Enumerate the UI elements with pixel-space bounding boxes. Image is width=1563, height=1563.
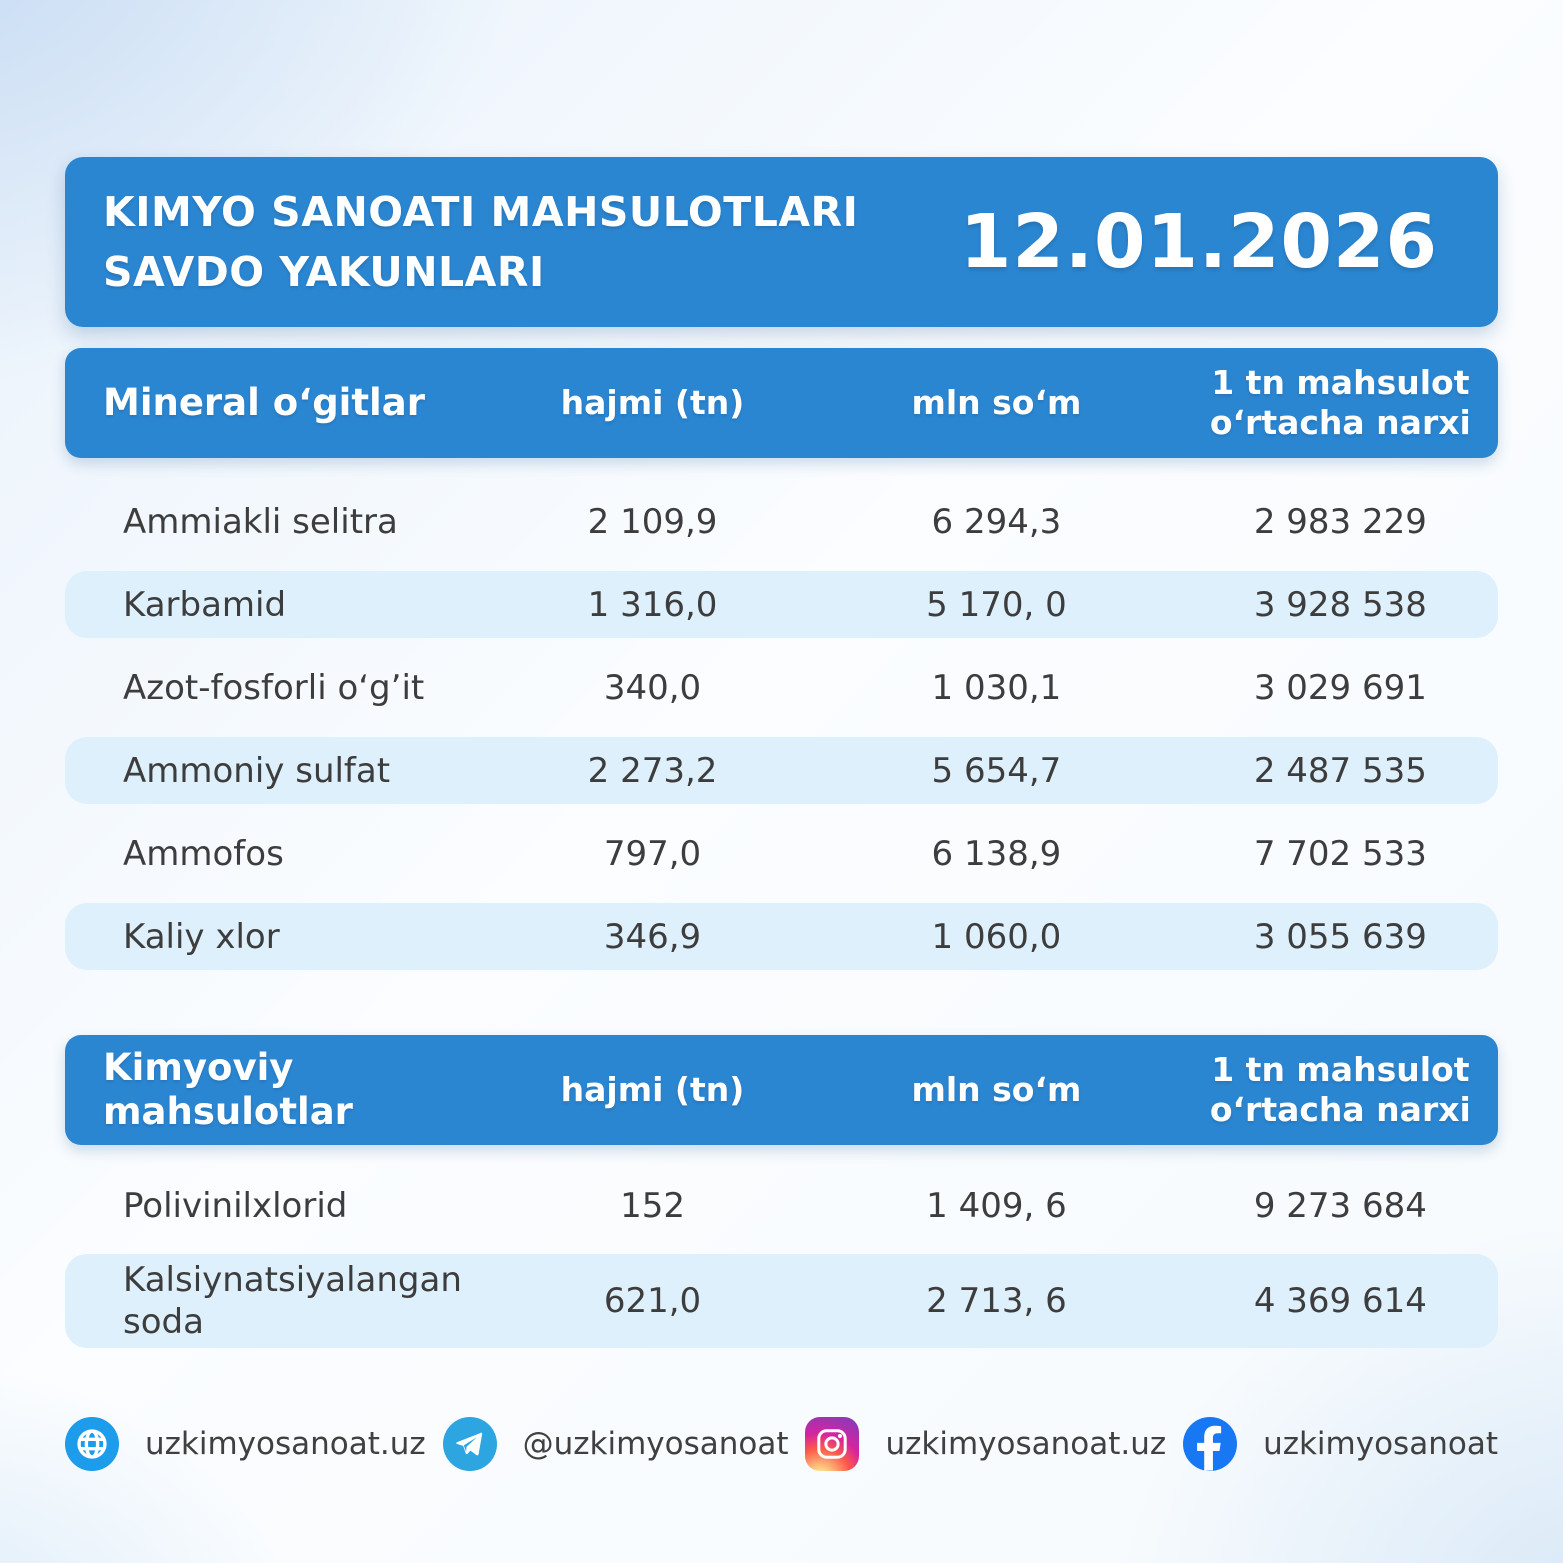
table-row: Ammiakli selitra 2 109,9 6 294,3 2 983 2… bbox=[65, 480, 1498, 563]
volume-cell: 340,0 bbox=[603, 667, 702, 708]
column-header-price-line1: 1 tn mahsulot bbox=[1211, 1050, 1470, 1089]
facebook-link[interactable]: uzkimyosanoat bbox=[1183, 1417, 1498, 1471]
column-header-price: 1 tn mahsulot oʻrtacha narxi bbox=[1183, 363, 1498, 443]
column-header-volume: hajmi (tn) bbox=[560, 1070, 745, 1109]
volume-cell: 2 273,2 bbox=[587, 750, 718, 791]
page-title-line2: SAVDO YAKUNLARI bbox=[103, 248, 545, 296]
column-header-price-line2: oʻrtacha narxi bbox=[1209, 1090, 1471, 1129]
product-name-cell: Karbamid bbox=[123, 584, 287, 625]
chemical-table-body: Polivinilxlorid 152 1 409, 6 9 273 684 K… bbox=[65, 1162, 1498, 1352]
header-banner: KIMYO SANOATI MAHSULOTLARI SAVDO YAKUNLA… bbox=[65, 157, 1498, 327]
amount-cell: 5 170, 0 bbox=[926, 584, 1067, 625]
footer-social-bar: uzkimyosanoat.uz @uzkimyosanoat uzkimyos… bbox=[65, 1404, 1498, 1484]
mineral-table-title-line1: Mineral oʻgitlar bbox=[103, 381, 425, 424]
column-header-price-line2: oʻrtacha narxi bbox=[1209, 403, 1471, 442]
product-name-cell: Azot-fosforli oʻg’it bbox=[123, 667, 425, 708]
price-cell: 3 928 538 bbox=[1253, 584, 1427, 625]
table-row: Polivinilxlorid 152 1 409, 6 9 273 684 bbox=[65, 1162, 1498, 1250]
table-row: Azot-fosforli oʻg’it 340,0 1 030,1 3 029… bbox=[65, 646, 1498, 729]
table-row: Ammofos 797,0 6 138,9 7 702 533 bbox=[65, 812, 1498, 895]
chemical-table-title-line2: mahsulotlar bbox=[103, 1090, 353, 1133]
page-title-line1: KIMYO SANOATI MAHSULOTLARI bbox=[103, 188, 859, 236]
instagram-link[interactable]: uzkimyosanoat.uz bbox=[805, 1417, 1166, 1471]
product-name-cell: Ammoniy sulfat bbox=[123, 750, 391, 791]
chemical-table-header: Kimyoviy mahsulotlar hajmi (tn) mln soʻm… bbox=[65, 1035, 1498, 1145]
report-date: 12.01.2026 bbox=[959, 199, 1438, 285]
price-cell: 2 983 229 bbox=[1253, 501, 1427, 542]
column-header-volume: hajmi (tn) bbox=[560, 383, 745, 422]
price-cell: 4 369 614 bbox=[1253, 1281, 1427, 1321]
product-name-cell: Ammofos bbox=[123, 833, 284, 874]
mineral-table-title: Mineral oʻgitlar bbox=[65, 381, 495, 425]
table-row: Kaliy xlor 346,9 1 060,0 3 055 639 bbox=[65, 895, 1498, 978]
table-row: Kalsiynatsiyalangan soda 621,0 2 713, 6 … bbox=[65, 1250, 1498, 1352]
amount-cell: 1 060,0 bbox=[931, 916, 1062, 957]
table-row: Ammoniy sulfat 2 273,2 5 654,7 2 487 535 bbox=[65, 729, 1498, 812]
product-name-cell: Ammiakli selitra bbox=[123, 501, 398, 542]
column-header-amount: mln soʻm bbox=[911, 1070, 1082, 1109]
volume-cell: 1 316,0 bbox=[587, 584, 718, 625]
volume-cell: 152 bbox=[620, 1186, 685, 1226]
telegram-link[interactable]: @uzkimyosanoat bbox=[442, 1417, 789, 1471]
amount-cell: 6 138,9 bbox=[931, 833, 1062, 874]
facebook-icon bbox=[1183, 1417, 1238, 1471]
price-cell: 7 702 533 bbox=[1253, 833, 1427, 874]
telegram-label: @uzkimyosanoat bbox=[522, 1426, 789, 1462]
amount-cell: 6 294,3 bbox=[931, 501, 1062, 542]
price-cell: 9 273 684 bbox=[1253, 1186, 1427, 1226]
price-cell: 2 487 535 bbox=[1253, 750, 1427, 791]
volume-cell: 797,0 bbox=[603, 833, 702, 874]
chemical-table-title-line1: Kimyoviy bbox=[103, 1046, 294, 1089]
product-name-cell: Kaliy xlor bbox=[123, 916, 280, 957]
product-name-cell: Kalsiynatsiyalangan soda bbox=[123, 1260, 462, 1342]
website-link[interactable]: uzkimyosanoat.uz bbox=[65, 1417, 426, 1471]
mineral-table-header: Mineral oʻgitlar hajmi (tn) mln soʻm 1 t… bbox=[65, 348, 1498, 458]
facebook-label: uzkimyosanoat bbox=[1263, 1426, 1498, 1462]
table-row: Karbamid 1 316,0 5 170, 0 3 928 538 bbox=[65, 563, 1498, 646]
price-cell: 3 029 691 bbox=[1253, 667, 1427, 708]
amount-cell: 1 030,1 bbox=[931, 667, 1062, 708]
volume-cell: 621,0 bbox=[603, 1281, 702, 1321]
price-cell: 3 055 639 bbox=[1253, 916, 1427, 957]
amount-cell: 1 409, 6 bbox=[926, 1186, 1067, 1226]
chemical-table-title: Kimyoviy mahsulotlar bbox=[65, 1046, 495, 1134]
column-header-price: 1 tn mahsulot oʻrtacha narxi bbox=[1183, 1050, 1498, 1130]
amount-cell: 2 713, 6 bbox=[926, 1281, 1067, 1321]
column-header-amount: mln soʻm bbox=[911, 383, 1082, 422]
globe-icon bbox=[65, 1417, 119, 1471]
mineral-table-body: Ammiakli selitra 2 109,9 6 294,3 2 983 2… bbox=[65, 480, 1498, 978]
volume-cell: 2 109,9 bbox=[587, 501, 718, 542]
page-title: KIMYO SANOATI MAHSULOTLARI SAVDO YAKUNLA… bbox=[103, 182, 858, 302]
telegram-icon bbox=[442, 1417, 497, 1471]
amount-cell: 5 654,7 bbox=[931, 750, 1062, 791]
instagram-icon bbox=[805, 1417, 860, 1471]
product-name-cell: Polivinilxlorid bbox=[123, 1186, 348, 1226]
instagram-label: uzkimyosanoat.uz bbox=[885, 1426, 1167, 1462]
volume-cell: 346,9 bbox=[603, 916, 702, 957]
website-label: uzkimyosanoat.uz bbox=[145, 1426, 426, 1462]
column-header-price-line1: 1 tn mahsulot bbox=[1211, 363, 1470, 402]
